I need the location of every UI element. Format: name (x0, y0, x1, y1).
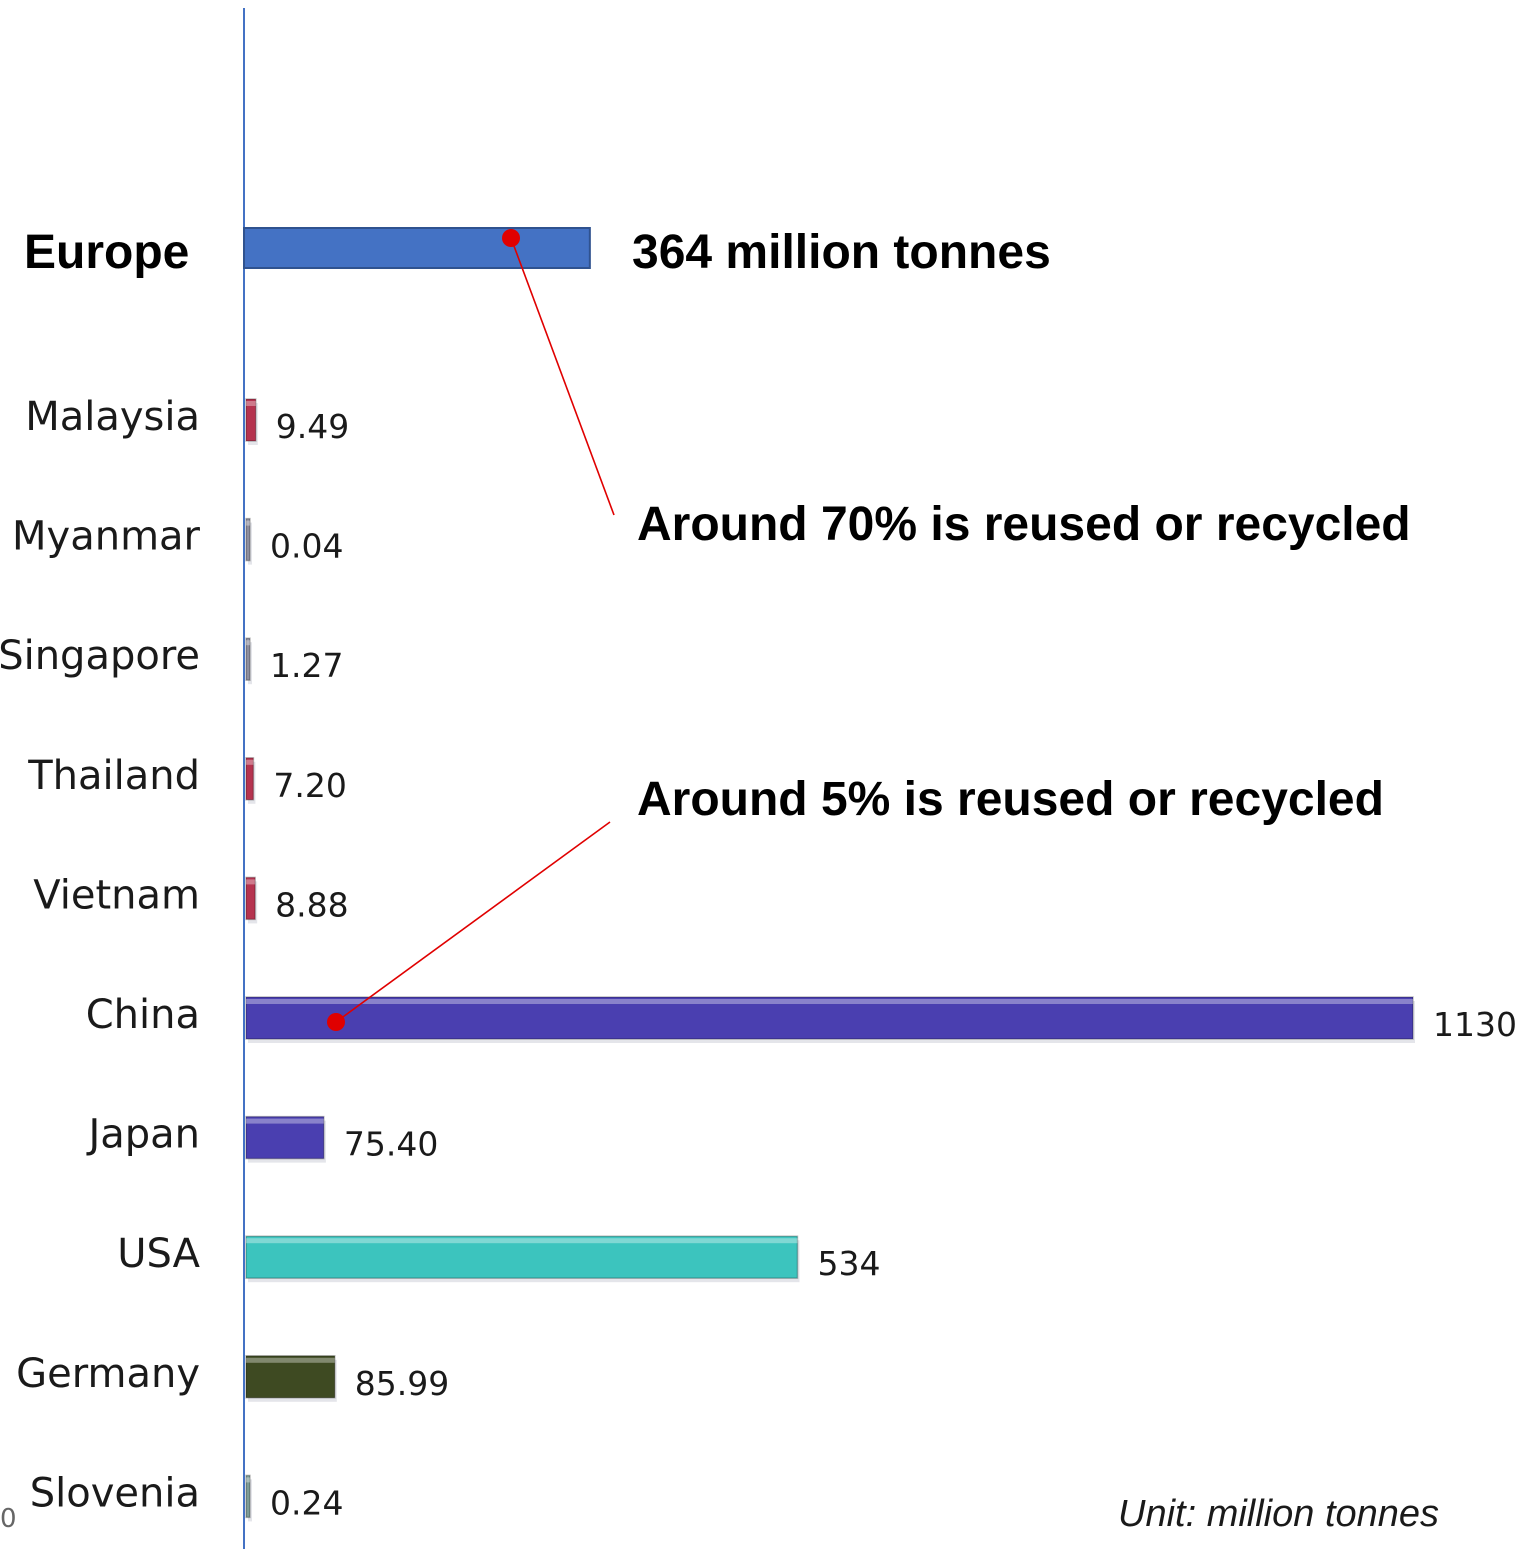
value-label-singapore: 1.27 (270, 646, 343, 685)
annotation-china-text: Around 5% is reused or recycled (637, 773, 1384, 826)
bar-highlight-singapore (246, 640, 250, 646)
unit-note: Unit: million tonnes (1118, 1493, 1439, 1535)
europe-bar (243, 227, 591, 269)
category-label-vietnam: Vietnam (33, 872, 200, 918)
bar-highlight-thailand (246, 759, 254, 765)
value-label-thailand: 7.20 (273, 766, 346, 805)
bar-china (245, 996, 1414, 1040)
value-label-myanmar: 0.04 (270, 527, 343, 566)
bar-highlight-usa (246, 1238, 798, 1244)
bar-japan (245, 1115, 325, 1160)
category-label-usa: USA (117, 1231, 200, 1277)
bar-highlight-myanmar (246, 520, 250, 526)
bar-highlight-malaysia (246, 401, 256, 406)
bar-malaysia (245, 398, 257, 442)
category-label-germany: Germany (16, 1351, 200, 1397)
annotation-dot-europe (502, 229, 520, 247)
annotation-line-china (335, 821, 611, 1023)
bar-highlight-germany (246, 1357, 335, 1363)
category-label-myanmar: Myanmar (12, 514, 201, 560)
bars-group: Malaysia 9.49 Myanmar 0.04 Singapore 1.27 Thai… (0, 394, 1517, 1522)
bar-slovenia (245, 1474, 251, 1519)
bar-singapore (245, 637, 251, 681)
value-label-germany: 85.99 (355, 1364, 449, 1403)
category-label-china: China (86, 992, 200, 1038)
bar-myanmar (245, 517, 251, 562)
annotation-line-europe (510, 237, 615, 516)
europe-category-label: Europe (24, 226, 189, 279)
annotation-europe-text: Around 70% is reused or recycled (637, 498, 1411, 551)
bar-vietnam (245, 876, 256, 921)
x-axis-tick-zero: 0 (0, 1504, 17, 1534)
bar-highlight-china (246, 999, 1413, 1004)
bar-germany (245, 1355, 336, 1399)
value-label-japan: 75.40 (344, 1125, 438, 1164)
value-label-vietnam: 8.88 (275, 885, 348, 924)
annotation-dot-china (327, 1013, 345, 1031)
value-label-malaysia: 9.49 (276, 407, 349, 446)
value-label-usa: 534 (817, 1244, 880, 1283)
bar-highlight-japan (246, 1118, 324, 1124)
category-label-japan: Japan (85, 1112, 200, 1158)
category-label-thailand: Thailand (27, 753, 200, 799)
category-label-slovenia: Slovenia (30, 1470, 200, 1516)
category-label-malaysia: Malaysia (25, 394, 200, 440)
value-label-slovenia: 0.24 (270, 1483, 343, 1522)
bar-usa (245, 1235, 799, 1279)
bar-highlight-slovenia (246, 1477, 250, 1483)
category-label-singapore: Singapore (0, 633, 200, 679)
europe-value-label: 364 million tonnes (632, 226, 1051, 279)
bar-highlight-vietnam (246, 879, 256, 885)
value-label-china: 1130 (1433, 1005, 1517, 1044)
bar-thailand (245, 757, 255, 801)
